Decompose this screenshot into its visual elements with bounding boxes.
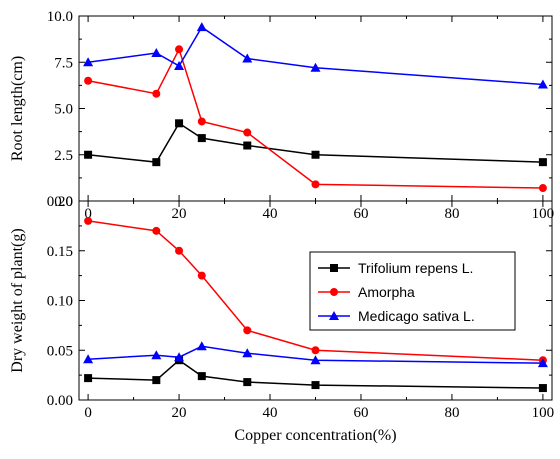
data-point [310,62,321,72]
data-point [197,372,206,381]
data-point [311,346,320,355]
data-point [84,374,93,383]
y-tick-label: 0.0 [54,194,73,210]
data-point [196,341,207,351]
y-tick-label: 5.0 [54,102,73,118]
data-point [83,354,94,364]
y-tick-label: 7.5 [54,55,73,71]
data-point [175,119,184,128]
data-point [84,150,93,159]
legend-label: Medicago sativa L. [358,308,475,324]
x-tick-label: 0 [84,206,92,222]
data-point [196,22,207,32]
data-point [310,355,321,365]
y-tick-label: 10.0 [47,9,73,25]
x-tick-label: 100 [532,206,555,222]
legend-marker [330,288,338,296]
data-point [152,226,161,235]
data-point [175,246,184,255]
data-point [83,57,94,67]
data-point [152,89,161,98]
x-axis-label: Copper concentration(%) [234,427,396,444]
x-tick-label: 60 [353,405,368,421]
x-tick-label: 20 [172,405,187,421]
data-point [243,326,252,335]
data-point [538,384,547,393]
data-point [537,358,548,368]
legend-label: Trifolium repens L. [358,260,473,276]
x-tick-label: 20 [172,206,187,222]
plot-frame [78,15,553,202]
data-point [197,117,206,126]
x-tick-label: 100 [532,405,555,421]
data-point [538,184,547,193]
data-point [84,76,93,85]
data-point [311,150,320,159]
legend-marker [329,311,339,320]
y-tick-label: 0.00 [47,393,73,409]
data-point [243,141,252,150]
data-point [174,60,185,70]
x-tick-label: 80 [444,206,459,222]
y-tick-label: 2.5 [54,148,73,164]
data-point [242,53,253,63]
x-tick-label: 80 [444,405,459,421]
data-point [152,158,161,167]
data-point [151,350,162,360]
data-point [311,180,320,189]
data-point [197,271,206,280]
y-axis-label: Dry weight of plant(g) [9,228,26,372]
legend-marker [330,264,338,272]
y-tick-label: 0.05 [47,343,73,359]
data-point [311,381,320,390]
data-point [151,48,162,57]
data-point [242,348,253,358]
y-tick-label: 0.20 [47,194,73,210]
y-tick-label: 0.10 [47,294,73,310]
data-point [197,134,206,143]
legend: Trifolium repens L. Amorpha Medicago sativ… [309,251,516,331]
data-point [152,376,161,385]
data-point [84,216,93,225]
y-tick-label: 0.15 [47,244,73,260]
chart-panel-1: 0.0 2.5 5.0 7.5 10.0 0 20 40 60 80 100 Root length(… [9,9,554,222]
data-point [175,45,184,54]
x-tick-label: 40 [263,405,278,421]
x-tick-label: 60 [353,206,368,222]
x-tick-label: 40 [263,206,278,222]
data-point [538,158,547,167]
x-tick-label: 0 [84,405,92,421]
legend-label: Amorpha [358,284,415,300]
data-point [174,352,185,362]
data-point [243,378,252,387]
data-point [537,79,548,89]
legend-box [309,251,516,331]
data-point [243,128,252,137]
y-axis-label: Root length(cm) [9,56,26,161]
